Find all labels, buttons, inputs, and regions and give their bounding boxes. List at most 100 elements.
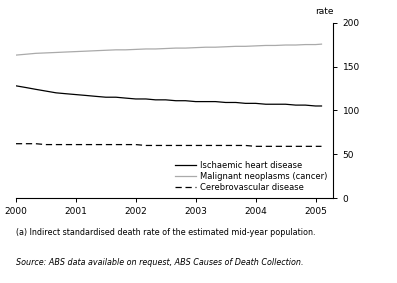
Ischaemic heart disease <box>253 102 258 105</box>
Malignant neoplasms (cancer) <box>183 46 188 50</box>
Ischaemic heart disease <box>43 89 48 93</box>
Ischaemic heart disease <box>33 88 38 91</box>
Ischaemic heart disease <box>123 97 128 100</box>
Cerebrovascular disease <box>283 145 288 148</box>
Ischaemic heart disease <box>273 102 278 106</box>
Malignant neoplasms (cancer) <box>193 46 198 49</box>
Cerebrovascular disease <box>24 142 29 145</box>
Cerebrovascular disease <box>163 144 168 147</box>
Malignant neoplasms (cancer) <box>114 48 118 52</box>
Malignant neoplasms (cancer) <box>163 47 168 50</box>
Ischaemic heart disease <box>84 94 89 97</box>
Malignant neoplasms (cancer) <box>63 50 68 54</box>
Cerebrovascular disease <box>193 144 198 147</box>
Ischaemic heart disease <box>144 97 148 101</box>
Cerebrovascular disease <box>203 144 208 147</box>
Malignant neoplasms (cancer) <box>144 47 148 51</box>
Malignant neoplasms (cancer) <box>243 45 248 48</box>
Cerebrovascular disease <box>263 145 268 148</box>
Ischaemic heart disease <box>283 102 288 106</box>
Cerebrovascular disease <box>293 145 298 148</box>
Legend: Ischaemic heart disease, Malignant neoplasms (cancer), Cerebrovascular disease: Ischaemic heart disease, Malignant neopl… <box>173 159 330 194</box>
Cerebrovascular disease <box>144 144 148 147</box>
Cerebrovascular disease <box>54 143 58 146</box>
Malignant neoplasms (cancer) <box>203 46 208 49</box>
Ischaemic heart disease <box>13 84 18 87</box>
Ischaemic heart disease <box>223 101 228 104</box>
Malignant neoplasms (cancer) <box>303 43 308 46</box>
Ischaemic heart disease <box>263 102 268 106</box>
Cerebrovascular disease <box>319 145 324 148</box>
Ischaemic heart disease <box>233 101 238 104</box>
Line: Malignant neoplasms (cancer): Malignant neoplasms (cancer) <box>16 44 322 55</box>
Cerebrovascular disease <box>173 144 178 147</box>
Cerebrovascular disease <box>63 143 68 146</box>
Cerebrovascular disease <box>93 143 98 146</box>
Malignant neoplasms (cancer) <box>293 43 298 47</box>
Cerebrovascular disease <box>84 143 89 146</box>
Ischaemic heart disease <box>303 103 308 107</box>
Ischaemic heart disease <box>63 92 68 95</box>
Ischaemic heart disease <box>24 86 29 89</box>
Cerebrovascular disease <box>13 142 18 145</box>
Malignant neoplasms (cancer) <box>273 44 278 47</box>
Malignant neoplasms (cancer) <box>319 42 324 46</box>
Cerebrovascular disease <box>133 143 138 146</box>
Text: (a) Indirect standardised death rate of the estimated mid-year population.: (a) Indirect standardised death rate of … <box>16 228 315 237</box>
Text: rate: rate <box>315 7 333 16</box>
Malignant neoplasms (cancer) <box>313 43 318 46</box>
Cerebrovascular disease <box>103 143 108 146</box>
Malignant neoplasms (cancer) <box>84 50 89 53</box>
Cerebrovascular disease <box>303 145 308 148</box>
Ischaemic heart disease <box>73 93 78 96</box>
Cerebrovascular disease <box>243 144 248 147</box>
Ischaemic heart disease <box>133 97 138 101</box>
Ischaemic heart disease <box>153 98 158 102</box>
Ischaemic heart disease <box>319 104 324 108</box>
Malignant neoplasms (cancer) <box>43 51 48 55</box>
Ischaemic heart disease <box>313 104 318 108</box>
Ischaemic heart disease <box>193 100 198 103</box>
Malignant neoplasms (cancer) <box>54 51 58 54</box>
Cerebrovascular disease <box>153 144 158 147</box>
Malignant neoplasms (cancer) <box>123 48 128 52</box>
Ischaemic heart disease <box>293 103 298 107</box>
Cerebrovascular disease <box>223 144 228 147</box>
Malignant neoplasms (cancer) <box>24 53 29 56</box>
Malignant neoplasms (cancer) <box>103 49 108 52</box>
Malignant neoplasms (cancer) <box>213 46 218 49</box>
Malignant neoplasms (cancer) <box>93 49 98 52</box>
Malignant neoplasms (cancer) <box>133 48 138 51</box>
Malignant neoplasms (cancer) <box>283 43 288 47</box>
Ischaemic heart disease <box>213 100 218 103</box>
Ischaemic heart disease <box>203 100 208 103</box>
Ischaemic heart disease <box>183 99 188 102</box>
Malignant neoplasms (cancer) <box>263 44 268 47</box>
Cerebrovascular disease <box>253 145 258 148</box>
Cerebrovascular disease <box>213 144 218 147</box>
Cerebrovascular disease <box>114 143 118 146</box>
Malignant neoplasms (cancer) <box>173 46 178 50</box>
Ischaemic heart disease <box>163 98 168 102</box>
Ischaemic heart disease <box>173 99 178 102</box>
Ischaemic heart disease <box>243 102 248 105</box>
Ischaemic heart disease <box>103 96 108 99</box>
Malignant neoplasms (cancer) <box>13 53 18 57</box>
Cerebrovascular disease <box>43 143 48 146</box>
Cerebrovascular disease <box>73 143 78 146</box>
Ischaemic heart disease <box>54 91 58 95</box>
Text: Source: ABS data available on request, ABS Causes of Death Collection.: Source: ABS data available on request, A… <box>16 258 303 267</box>
Malignant neoplasms (cancer) <box>33 52 38 55</box>
Malignant neoplasms (cancer) <box>253 44 258 48</box>
Malignant neoplasms (cancer) <box>153 47 158 51</box>
Line: Ischaemic heart disease: Ischaemic heart disease <box>16 86 322 106</box>
Ischaemic heart disease <box>93 95 98 98</box>
Cerebrovascular disease <box>233 144 238 147</box>
Line: Cerebrovascular disease: Cerebrovascular disease <box>16 144 322 146</box>
Malignant neoplasms (cancer) <box>233 45 238 48</box>
Cerebrovascular disease <box>123 143 128 146</box>
Cerebrovascular disease <box>33 142 38 145</box>
Cerebrovascular disease <box>273 145 278 148</box>
Ischaemic heart disease <box>114 96 118 99</box>
Cerebrovascular disease <box>313 145 318 148</box>
